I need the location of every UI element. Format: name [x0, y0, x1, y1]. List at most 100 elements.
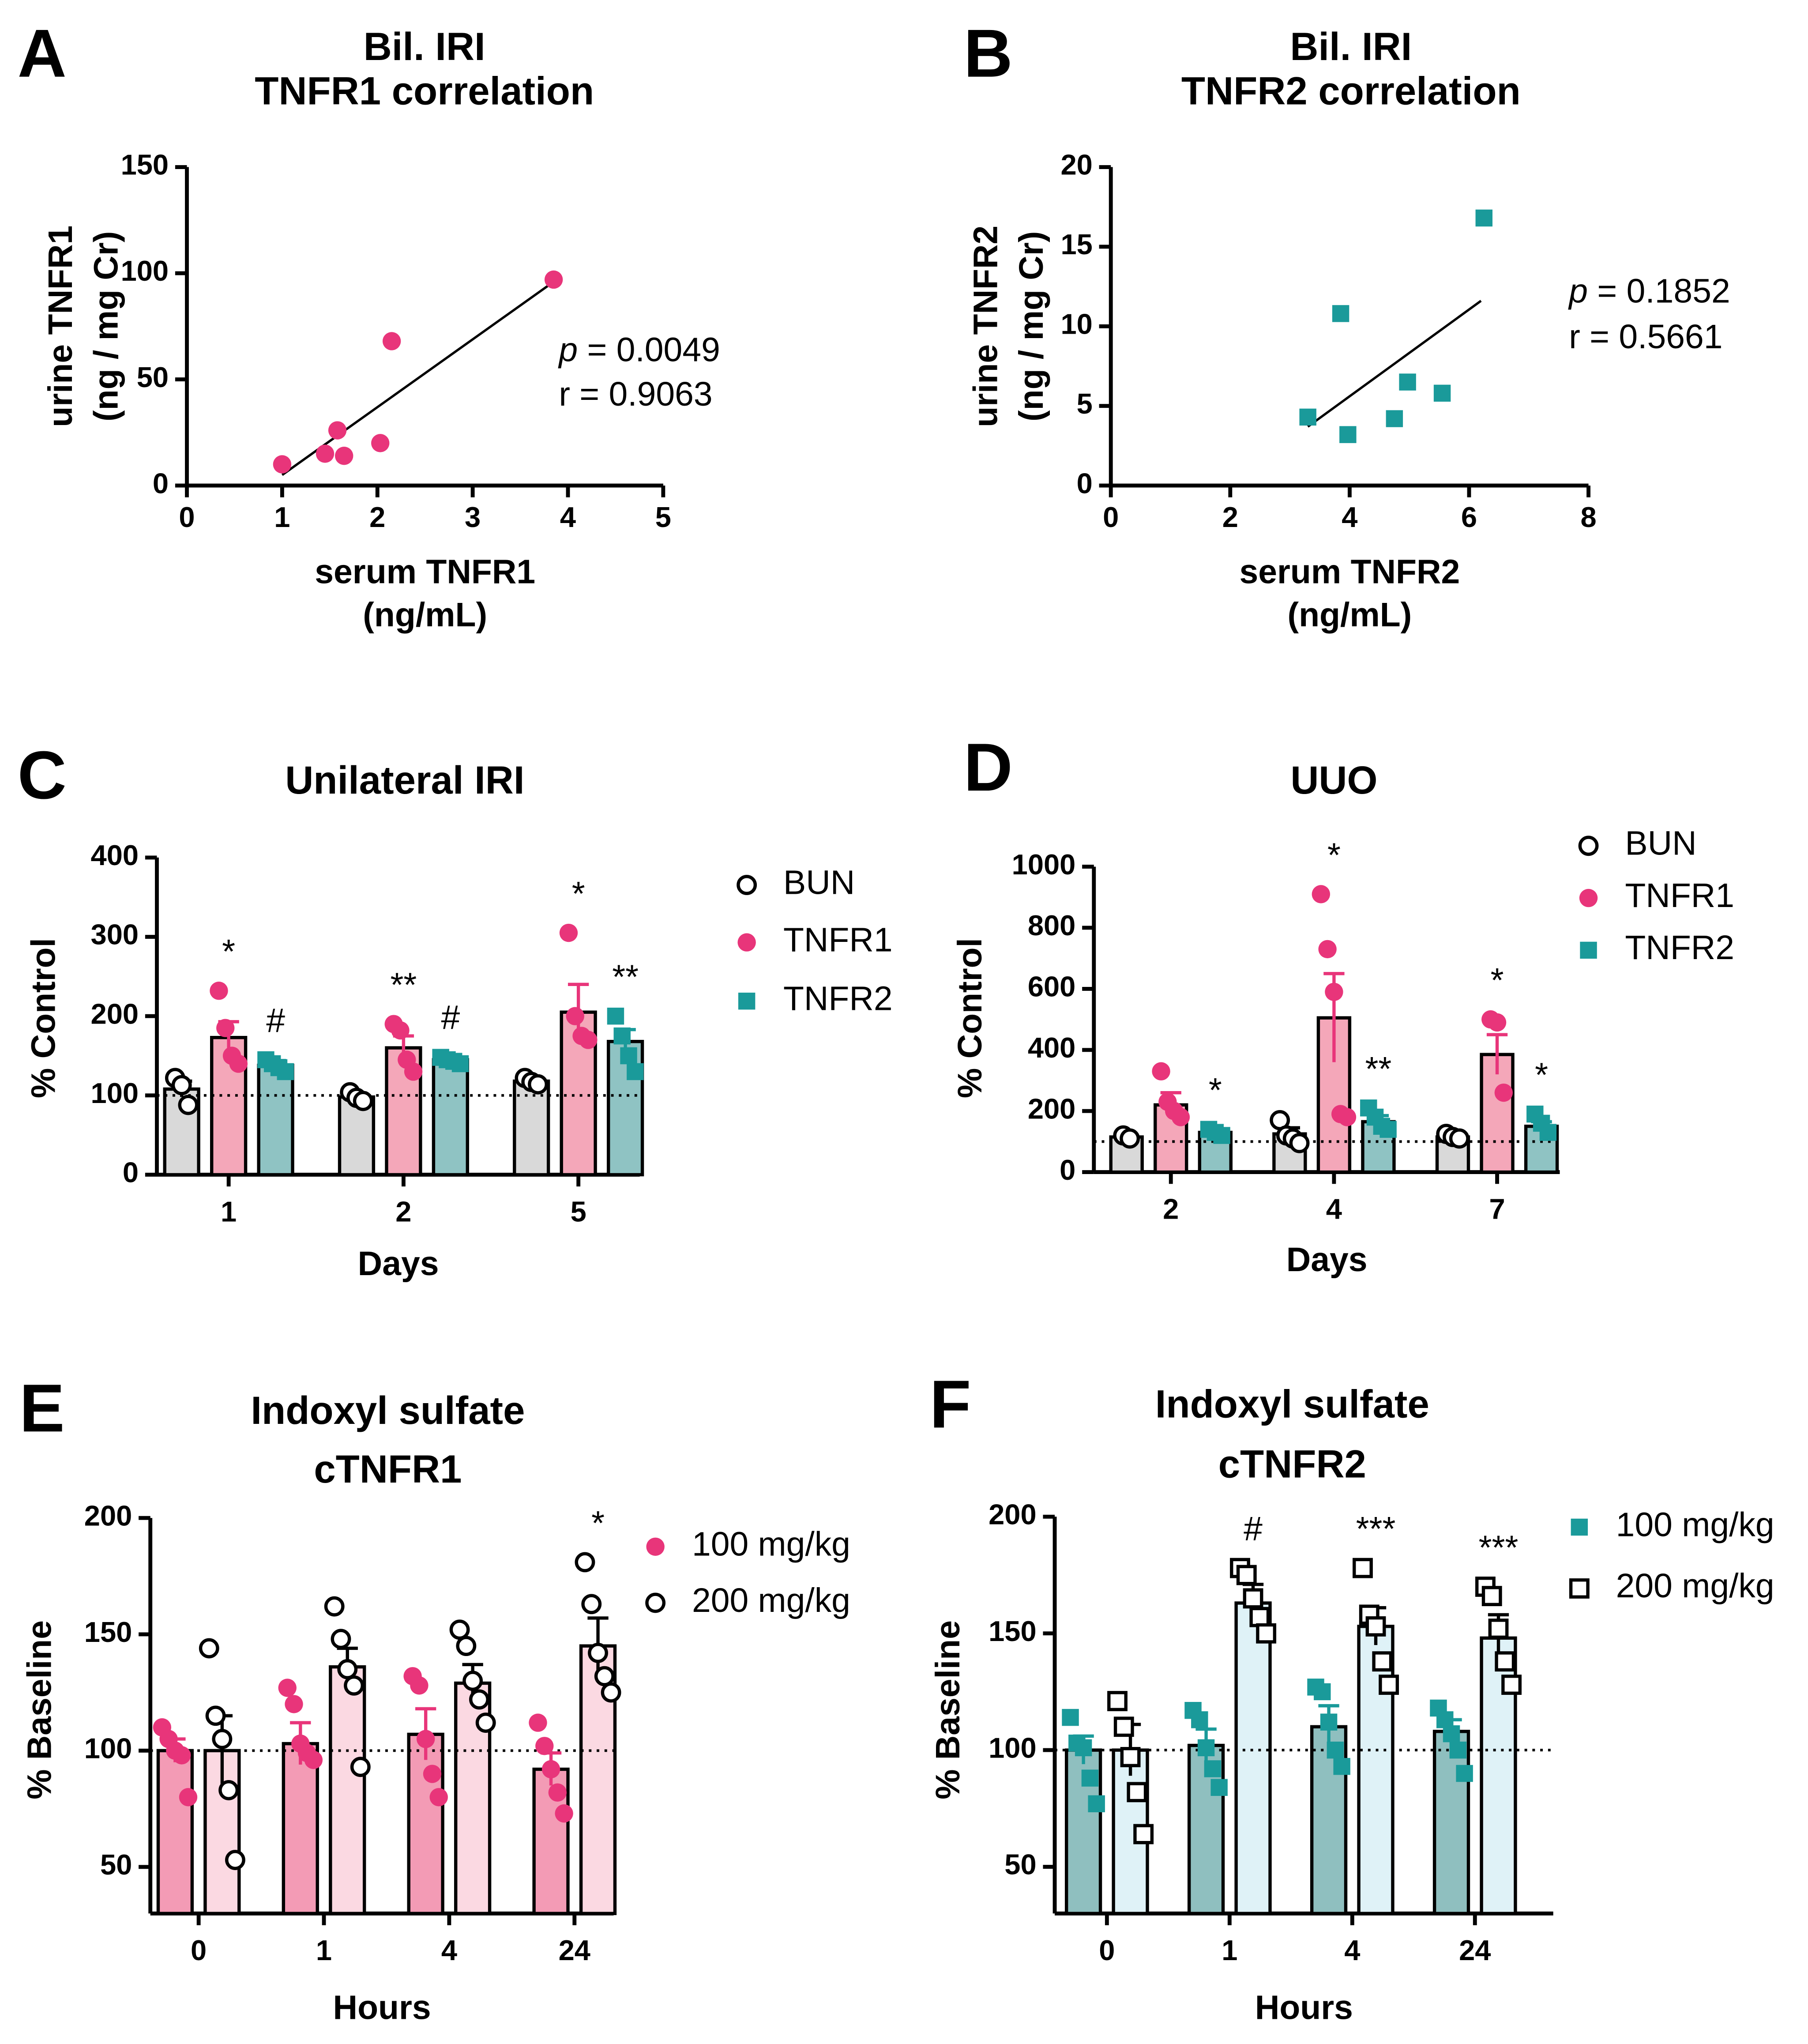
point	[1210, 1779, 1228, 1796]
y-tick-label: 800	[1028, 909, 1076, 941]
x-tick-label: 2	[1163, 1193, 1179, 1225]
point	[212, 1729, 233, 1749]
point	[410, 1676, 429, 1695]
x-tick-label: 8	[1580, 501, 1596, 533]
x-tick-label: 24	[1459, 1934, 1491, 1966]
annotation-text: = 0.0049	[578, 331, 720, 369]
annotation-italic: p	[558, 331, 578, 369]
point	[273, 455, 292, 474]
point	[528, 1074, 548, 1095]
bar	[513, 1079, 550, 1177]
y-tick-label: 0	[123, 1156, 139, 1189]
panel-letter: F	[930, 1366, 971, 1442]
chart-subtitle: cTNFR1	[314, 1447, 462, 1491]
x-axis-label: (ng/mL)	[363, 596, 487, 634]
point	[429, 1788, 448, 1807]
point	[555, 1804, 573, 1823]
point	[1197, 1739, 1215, 1757]
x-tick-label: 2	[369, 501, 385, 533]
point	[205, 1705, 226, 1726]
point	[449, 1619, 470, 1640]
point	[1314, 1683, 1331, 1701]
point	[350, 1757, 371, 1777]
bar	[1432, 1730, 1470, 1915]
point	[1456, 1765, 1473, 1782]
y-axis-label: % Control	[24, 938, 62, 1098]
x-axis-label: serum TNFR2	[1239, 553, 1460, 591]
x-tick-label: 5	[571, 1195, 586, 1227]
point	[588, 1643, 608, 1663]
x-axis-label: (ng/mL)	[1287, 596, 1412, 634]
point	[335, 447, 353, 465]
significance: ***	[1356, 1510, 1396, 1548]
y-tick-label: 150	[989, 1615, 1037, 1647]
legend-label: TNFR1	[783, 921, 893, 959]
chart-subtitle: TNFR2 correlation	[1181, 69, 1521, 113]
point	[1539, 1124, 1557, 1141]
annotation: p = 0.1852	[1568, 272, 1730, 310]
y-tick-label: 200	[91, 998, 139, 1030]
point	[229, 1054, 248, 1073]
bar	[1234, 1601, 1272, 1915]
legend-marker	[1580, 941, 1597, 959]
point	[559, 923, 578, 942]
significance: *	[572, 875, 585, 913]
point	[337, 1659, 358, 1679]
y-tick-label: 400	[1028, 1031, 1076, 1064]
y-tick-label: 5	[1077, 388, 1093, 420]
significance: **	[390, 966, 417, 1004]
y-tick-label: 20	[1060, 149, 1092, 181]
point	[1081, 1769, 1099, 1787]
point	[1339, 426, 1357, 443]
y-tick-label: 600	[1028, 971, 1076, 1003]
point	[1338, 1108, 1357, 1126]
point	[1379, 1121, 1397, 1138]
point	[1332, 305, 1349, 322]
legend-label: BUN	[1625, 824, 1696, 862]
panel-letter: E	[19, 1370, 65, 1446]
y-tick-label: 0	[1060, 1154, 1075, 1186]
legend-label: TNFR2	[1625, 929, 1734, 967]
point	[1365, 1616, 1386, 1637]
panel-letter: B	[964, 15, 1013, 91]
point	[1204, 1760, 1222, 1777]
significance: *	[222, 933, 235, 971]
point	[1289, 1133, 1310, 1153]
chart-title: Bil. IRI	[364, 25, 485, 68]
legend-marker	[1569, 1578, 1590, 1599]
point	[171, 1075, 192, 1095]
significance: **	[612, 958, 639, 996]
point	[371, 434, 390, 452]
significance: **	[1365, 1050, 1392, 1088]
point	[1325, 982, 1343, 1001]
error-bar	[1486, 1033, 1508, 1075]
point	[178, 1095, 199, 1115]
legend-marker	[1578, 836, 1599, 856]
point	[1236, 1565, 1257, 1585]
bar	[156, 1749, 194, 1915]
chart-title: Indoxyl sulfate	[251, 1389, 525, 1432]
chart-subtitle: cTNFR2	[1218, 1442, 1366, 1486]
x-tick-label: 4	[1342, 501, 1357, 533]
legend-marker	[1571, 1518, 1588, 1536]
annotation: r = 0.5661	[1569, 318, 1722, 356]
y-axis-label: (ng / mg Cr)	[87, 231, 125, 422]
x-tick-label: 3	[465, 501, 481, 533]
x-axis-label: Hours	[333, 1988, 431, 2026]
y-tick-label: 0	[153, 467, 169, 499]
x-tick-label: 6	[1461, 501, 1477, 533]
significance: *	[1209, 1071, 1222, 1109]
bar	[257, 1063, 294, 1177]
legend-marker	[645, 1592, 666, 1613]
significance: *	[591, 1504, 605, 1542]
point	[627, 1063, 644, 1080]
point	[601, 1682, 621, 1703]
point	[594, 1666, 615, 1686]
fit-line	[281, 281, 555, 476]
point	[353, 1091, 373, 1111]
point	[423, 1765, 442, 1783]
point	[575, 1552, 595, 1573]
point	[1495, 1651, 1515, 1672]
